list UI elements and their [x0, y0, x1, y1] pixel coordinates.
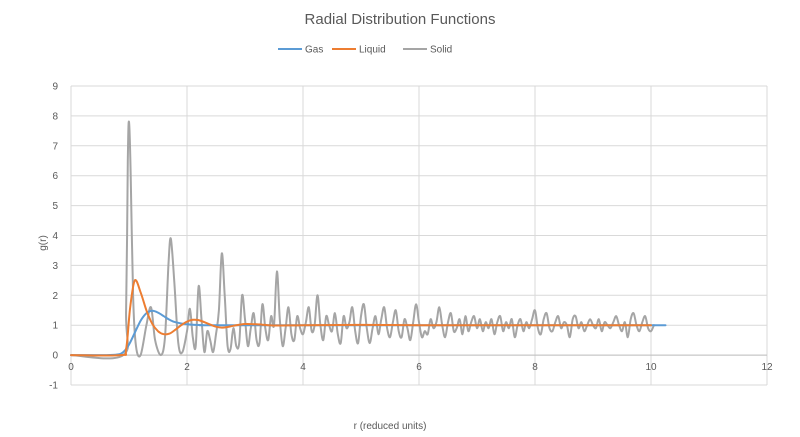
y-tick-label: 8 — [52, 111, 58, 122]
y-axis-title: g(r) — [38, 235, 49, 251]
y-tick-label: 0 — [52, 351, 58, 362]
series-line-gas — [70, 309, 667, 357]
y-tick-label: 3 — [52, 261, 58, 272]
plot-area — [70, 120, 667, 360]
legend: Gas Liquid Solid — [278, 45, 452, 56]
y-tick-label: 6 — [52, 171, 58, 182]
legend-label-liquid: Liquid — [359, 45, 386, 56]
x-tick-label: 6 — [416, 362, 422, 373]
x-tick-label: 8 — [532, 362, 538, 373]
legend-label-gas: Gas — [305, 45, 323, 56]
y-tick-label: 1 — [52, 321, 58, 332]
series-line-solid — [70, 120, 655, 360]
x-tick-label: 4 — [300, 362, 306, 373]
chart-title: Radial Distribution Functions — [305, 11, 496, 28]
series-line-liquid — [70, 278, 652, 357]
x-tick-label: 12 — [761, 362, 773, 373]
y-tick-label: 2 — [52, 291, 58, 302]
y-tick-label: 5 — [52, 201, 58, 212]
y-tick-label: 7 — [52, 141, 58, 152]
y-tick-label: -1 — [49, 381, 58, 392]
x-tick-label: 2 — [184, 362, 190, 373]
grid — [70, 85, 768, 386]
x-axis-title: r (reduced units) — [354, 421, 427, 432]
x-tick-label: 0 — [68, 362, 74, 373]
x-tick-label: 10 — [645, 362, 657, 373]
legend-label-solid: Solid — [430, 45, 452, 56]
y-tick-label: 9 — [52, 82, 58, 93]
y-tick-label: 4 — [52, 231, 58, 242]
